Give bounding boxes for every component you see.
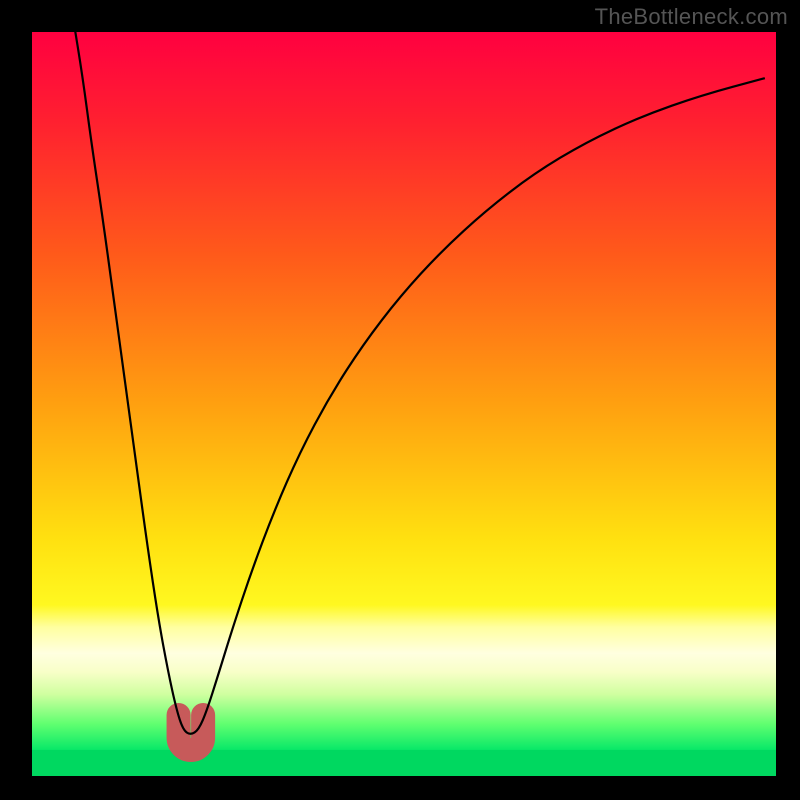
border-left bbox=[0, 0, 32, 800]
watermark-text: TheBottleneck.com bbox=[595, 4, 788, 30]
border-bottom bbox=[0, 776, 800, 800]
gradient-background bbox=[32, 32, 776, 776]
chart-container: TheBottleneck.com bbox=[0, 0, 800, 800]
chart-plot-area bbox=[32, 32, 776, 776]
green-band bbox=[32, 750, 776, 776]
chart-svg bbox=[32, 32, 776, 776]
border-right bbox=[776, 0, 800, 800]
